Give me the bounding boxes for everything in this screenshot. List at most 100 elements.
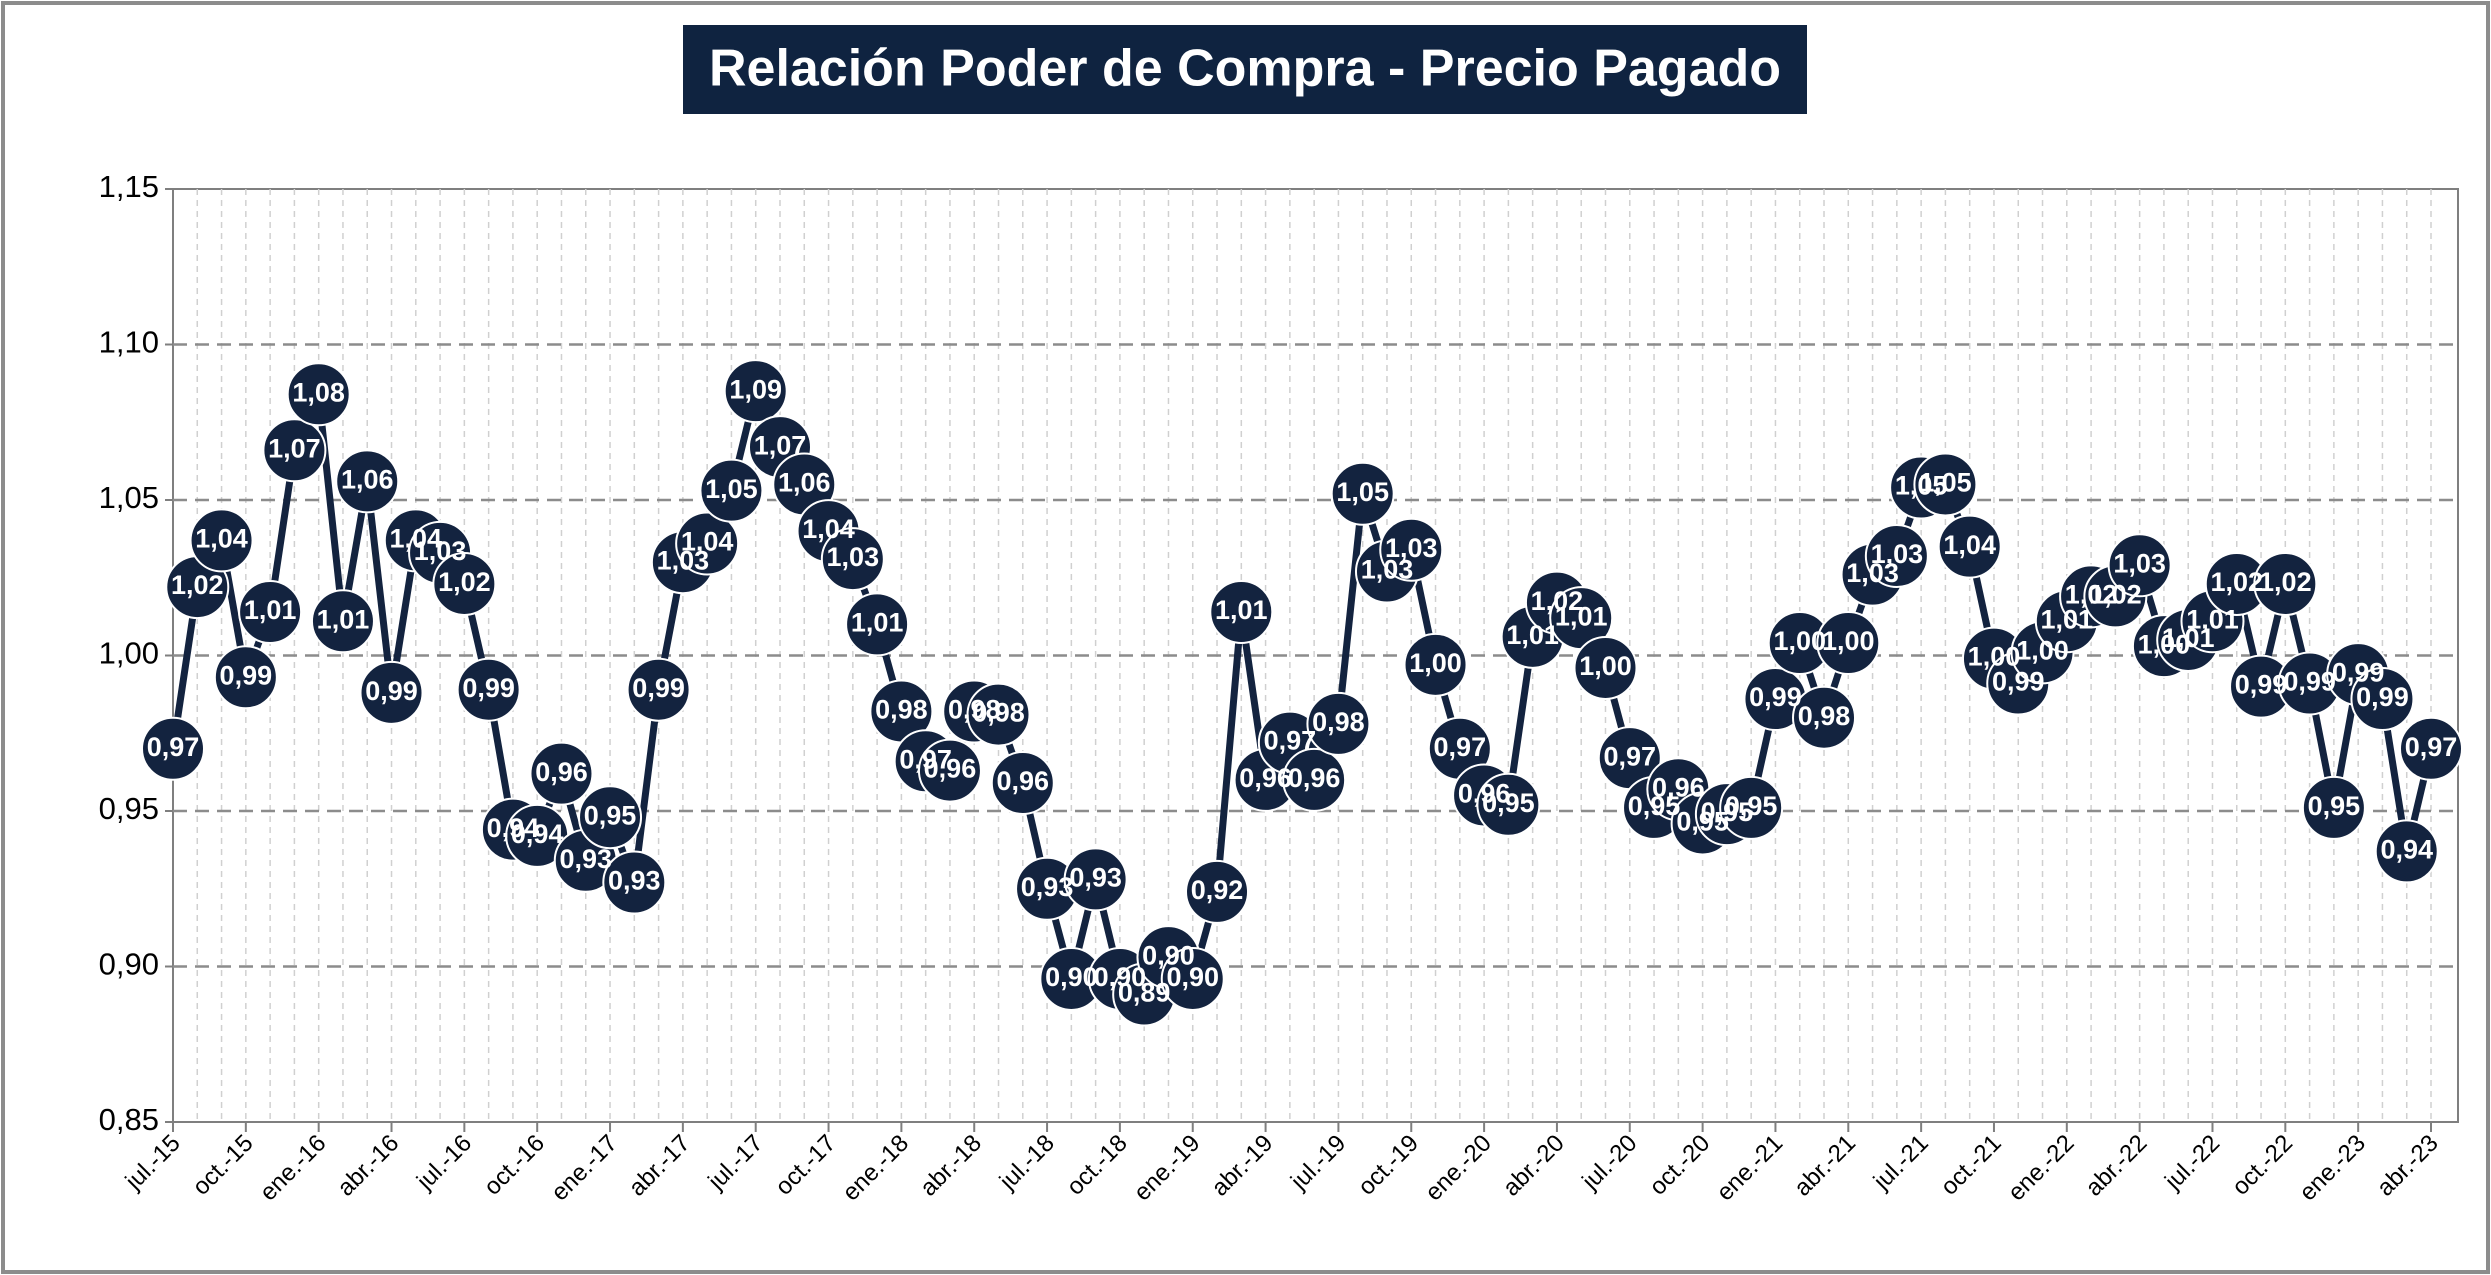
data-label: 0,95 <box>1482 788 1535 818</box>
data-label: 0,93 <box>559 844 612 874</box>
data-label: 1,00 <box>1968 642 2021 672</box>
data-label: 0,96 <box>535 757 588 787</box>
data-label: 1,04 <box>802 514 855 544</box>
data-marker <box>456 657 521 722</box>
data-marker <box>2399 716 2463 781</box>
data-label: 0,99 <box>220 660 273 690</box>
data-label: 1,02 <box>2065 580 2118 610</box>
data-label: 1,02 <box>2089 580 2142 610</box>
data-label: 1,07 <box>754 430 807 460</box>
data-label: 0,90 <box>1094 962 1147 992</box>
data-label: 0,99 <box>2332 657 2385 687</box>
data-label: 0,99 <box>2356 682 2409 712</box>
data-label: 0,98 <box>948 695 1001 725</box>
data-label: 0,95 <box>1628 791 1681 821</box>
data-label: 0,97 <box>1434 732 1487 762</box>
data-label: 1,01 <box>1506 620 1559 650</box>
data-label: 0,95 <box>2308 791 2361 821</box>
data-label: 0,96 <box>1288 763 1341 793</box>
data-label: 0,99 <box>2235 670 2288 700</box>
data-label: 1,03 <box>2113 548 2166 578</box>
y-tick-label: 0,85 <box>99 1102 159 1137</box>
data-marker <box>1864 523 1929 588</box>
data-label: 0,99 <box>365 676 418 706</box>
data-marker <box>1792 685 1857 750</box>
data-label: 1,08 <box>292 377 345 407</box>
data-label: 1,02 <box>1531 586 1584 616</box>
data-marker <box>2253 551 2318 616</box>
data-label: 1,00 <box>1773 626 1826 656</box>
data-marker <box>2107 533 2172 598</box>
data-marker <box>2374 819 2439 884</box>
data-marker <box>990 751 1055 816</box>
data-label: 0,97 <box>2405 732 2458 762</box>
data-label: 1,05 <box>1895 471 1948 501</box>
data-marker <box>141 716 205 781</box>
data-label: 1,01 <box>2041 604 2094 634</box>
data-label: 1,01 <box>851 608 904 638</box>
data-marker <box>1160 946 1225 1011</box>
data-label: 0,93 <box>1021 872 1074 902</box>
data-marker <box>310 589 375 654</box>
data-label: 1,01 <box>244 595 297 625</box>
data-label: 1,06 <box>778 468 831 498</box>
data-label: 1,03 <box>827 542 880 572</box>
data-label: 0,92 <box>1191 875 1244 905</box>
data-label: 0,95 <box>584 800 637 830</box>
data-label: 1,03 <box>1361 555 1414 585</box>
data-label: 0,96 <box>1652 772 1705 802</box>
data-label: 1,01 <box>1555 601 1608 631</box>
data-marker <box>820 527 885 592</box>
data-label: 0,90 <box>1166 962 1219 992</box>
data-label: 1,05 <box>1919 468 1972 498</box>
data-marker <box>1816 611 1881 676</box>
data-marker <box>2301 775 2366 840</box>
data-label: 0,94 <box>487 813 540 843</box>
data-label: 0,99 <box>462 673 515 703</box>
data-label: 0,97 <box>1264 726 1317 756</box>
data-marker <box>845 592 910 657</box>
data-marker <box>1330 461 1395 526</box>
data-label: 1,01 <box>2186 604 2239 634</box>
data-label: 1,02 <box>2210 567 2263 597</box>
data-label: 0,96 <box>997 766 1050 796</box>
data-marker <box>432 551 497 616</box>
data-marker <box>1306 691 1371 756</box>
data-label: 0,97 <box>899 744 952 774</box>
data-marker <box>335 449 400 514</box>
data-label: 0,97 <box>147 732 200 762</box>
data-label: 1,06 <box>341 464 394 494</box>
data-marker <box>723 359 788 424</box>
data-label: 1,04 <box>195 524 248 554</box>
data-marker <box>529 741 594 806</box>
y-tick-label: 1,15 <box>99 169 159 204</box>
data-label: 1,05 <box>1336 477 1389 507</box>
data-label: 1,01 <box>317 604 370 634</box>
data-label: 1,04 <box>1943 530 1996 560</box>
data-label: 0,94 <box>511 819 564 849</box>
data-marker <box>1573 635 1638 700</box>
data-label: 0,95 <box>1676 807 1729 837</box>
data-marker <box>578 785 643 850</box>
data-label: 1,03 <box>657 545 710 575</box>
data-marker <box>675 511 740 576</box>
data-label: 1,09 <box>729 374 782 404</box>
data-label: 0,90 <box>1045 962 1098 992</box>
data-label: 0,93 <box>608 866 661 896</box>
data-label: 1,03 <box>414 536 467 566</box>
y-tick-label: 1,10 <box>99 325 159 360</box>
data-marker <box>1209 579 1274 644</box>
data-label: 0,94 <box>2380 835 2433 865</box>
data-label: 0,95 <box>1725 791 1778 821</box>
data-label: 0,95 <box>1701 797 1754 827</box>
data-marker <box>626 657 691 722</box>
data-marker <box>213 645 278 710</box>
data-marker <box>1913 452 1978 517</box>
data-marker <box>1185 859 1250 924</box>
data-marker <box>1063 847 1128 912</box>
data-label: 0,93 <box>1069 863 1122 893</box>
data-marker <box>238 579 303 644</box>
data-marker <box>1379 517 1444 582</box>
data-label: 0,96 <box>1239 763 1292 793</box>
